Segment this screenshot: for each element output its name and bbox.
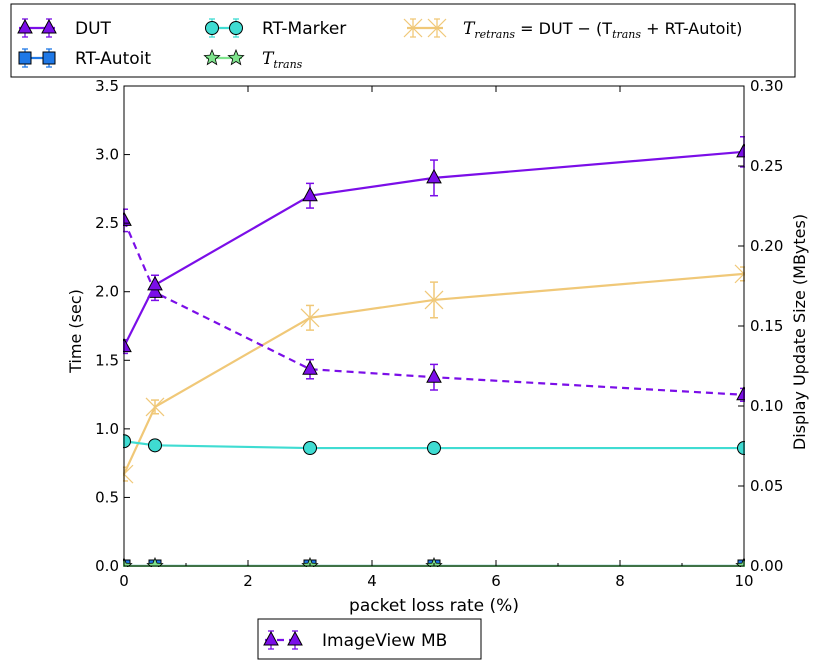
y2-tick-label-1: 0.05 — [750, 477, 783, 495]
legend-top-label-rt-autoit: RT-Autoit — [75, 49, 151, 69]
point-t-trans-2 — [301, 556, 319, 567]
y-tick-label-5: 2.5 — [95, 214, 119, 232]
y2-tick-label-2: 0.10 — [750, 397, 783, 415]
legend-marker-rt-marker-0 — [205, 21, 219, 35]
point-dut-2 — [302, 186, 318, 202]
x-tick-label-3: 6 — [491, 572, 501, 590]
point-rt-marker-3 — [427, 441, 441, 456]
y2-tick-label-4: 0.20 — [750, 237, 783, 255]
point-dut-3 — [426, 168, 442, 184]
legend-bottom-item-imageview-mb: ImageView MB — [263, 630, 447, 651]
legend-marker-t-retrans-1 — [427, 18, 447, 38]
x-tick-label-4: 8 — [615, 572, 625, 590]
y2-tick-label-5: 0.25 — [750, 157, 783, 175]
point-imageview-mb-2 — [302, 360, 318, 375]
x-tick-label-1: 2 — [243, 572, 253, 590]
legend-top-item-rt-marker: RT-Marker — [205, 18, 346, 39]
y2-axis-label: Display Update Size (MBytes) — [790, 214, 809, 450]
series-t-retrans — [123, 264, 745, 484]
legend-marker-t-trans-0 — [203, 48, 221, 66]
point-imageview-mb-3 — [426, 368, 442, 383]
legend-top-item-dut: DUT — [17, 18, 112, 39]
legend-top-label-t-trans: Ttrans — [262, 49, 303, 71]
series-dut — [123, 135, 745, 355]
x-tick-label-0: 0 — [119, 572, 129, 590]
x-tick-label-2: 4 — [367, 572, 377, 590]
point-t-trans-4 — [735, 556, 745, 567]
legend-top-label-t-retrans: Tretrans = DUT − (Ttrans + RT-Autoit) — [463, 19, 742, 41]
y-tick-label-2: 1.0 — [95, 420, 119, 438]
y-tick-label-1: 0.5 — [95, 488, 119, 506]
legend-marker-rt-autoit-1 — [42, 51, 56, 65]
legend-bottom: ImageView MB — [257, 618, 482, 660]
y2-tick-label-0: 0.00 — [750, 557, 783, 575]
y-tick-label-6: 3.0 — [95, 146, 119, 164]
y2-tick-label-6: 0.30 — [750, 77, 783, 95]
y-axis-label: Time (sec) — [66, 289, 85, 374]
legend-marker-imageview-mb-0 — [263, 630, 279, 646]
legend-marker-rt-autoit-0 — [18, 51, 32, 65]
point-rt-marker-1 — [148, 438, 162, 453]
y-tick-label-0: 0.0 — [95, 557, 119, 575]
point-t-trans-0 — [123, 556, 133, 567]
legend-marker-imageview-mb-1 — [287, 630, 303, 646]
point-dut-1 — [147, 275, 163, 291]
point-t-retrans-1 — [145, 397, 165, 417]
y-tick-label-3: 1.5 — [95, 351, 119, 369]
legend-top-item-t-retrans: Tretrans = DUT − (Ttrans + RT-Autoit) — [403, 18, 742, 41]
y-tick-label-4: 2.0 — [95, 283, 119, 301]
plot-area — [124, 86, 744, 566]
series-rt-marker — [123, 434, 745, 456]
legend-marker-dut-1 — [41, 18, 57, 34]
legend-marker-t-trans-1 — [227, 48, 245, 66]
legend-bottom-label-imageview-mb: ImageView MB — [322, 631, 447, 651]
legend-top-item-rt-autoit: RT-Autoit — [18, 48, 151, 69]
legend-top-item-t-trans: Ttrans — [203, 48, 303, 71]
legend-top-box — [10, 3, 796, 78]
point-t-retrans-2 — [300, 308, 320, 328]
x-tick-label-5: 10 — [734, 572, 753, 590]
legend-marker-dut-0 — [17, 18, 33, 34]
legend-marker-t-retrans-0 — [403, 18, 423, 38]
point-t-trans-3 — [425, 556, 443, 567]
legend-top: DUT RT-Autoit RT-Marker Ttrans Tretrans = DU… — [10, 3, 796, 78]
legend-top-label-dut: DUT — [75, 19, 112, 39]
point-rt-marker-2 — [303, 441, 317, 456]
series-line-imageview-mb — [123, 219, 745, 396]
y-tick-label-7: 3.5 — [95, 77, 119, 95]
x-axis-label: packet loss rate (%) — [349, 596, 519, 616]
legend-top-label-rt-marker: RT-Marker — [262, 19, 346, 39]
y2-tick-label-3: 0.15 — [750, 317, 783, 335]
point-t-retrans-3 — [424, 290, 444, 310]
legend-marker-rt-marker-1 — [229, 21, 243, 35]
point-t-trans-1 — [146, 556, 164, 567]
